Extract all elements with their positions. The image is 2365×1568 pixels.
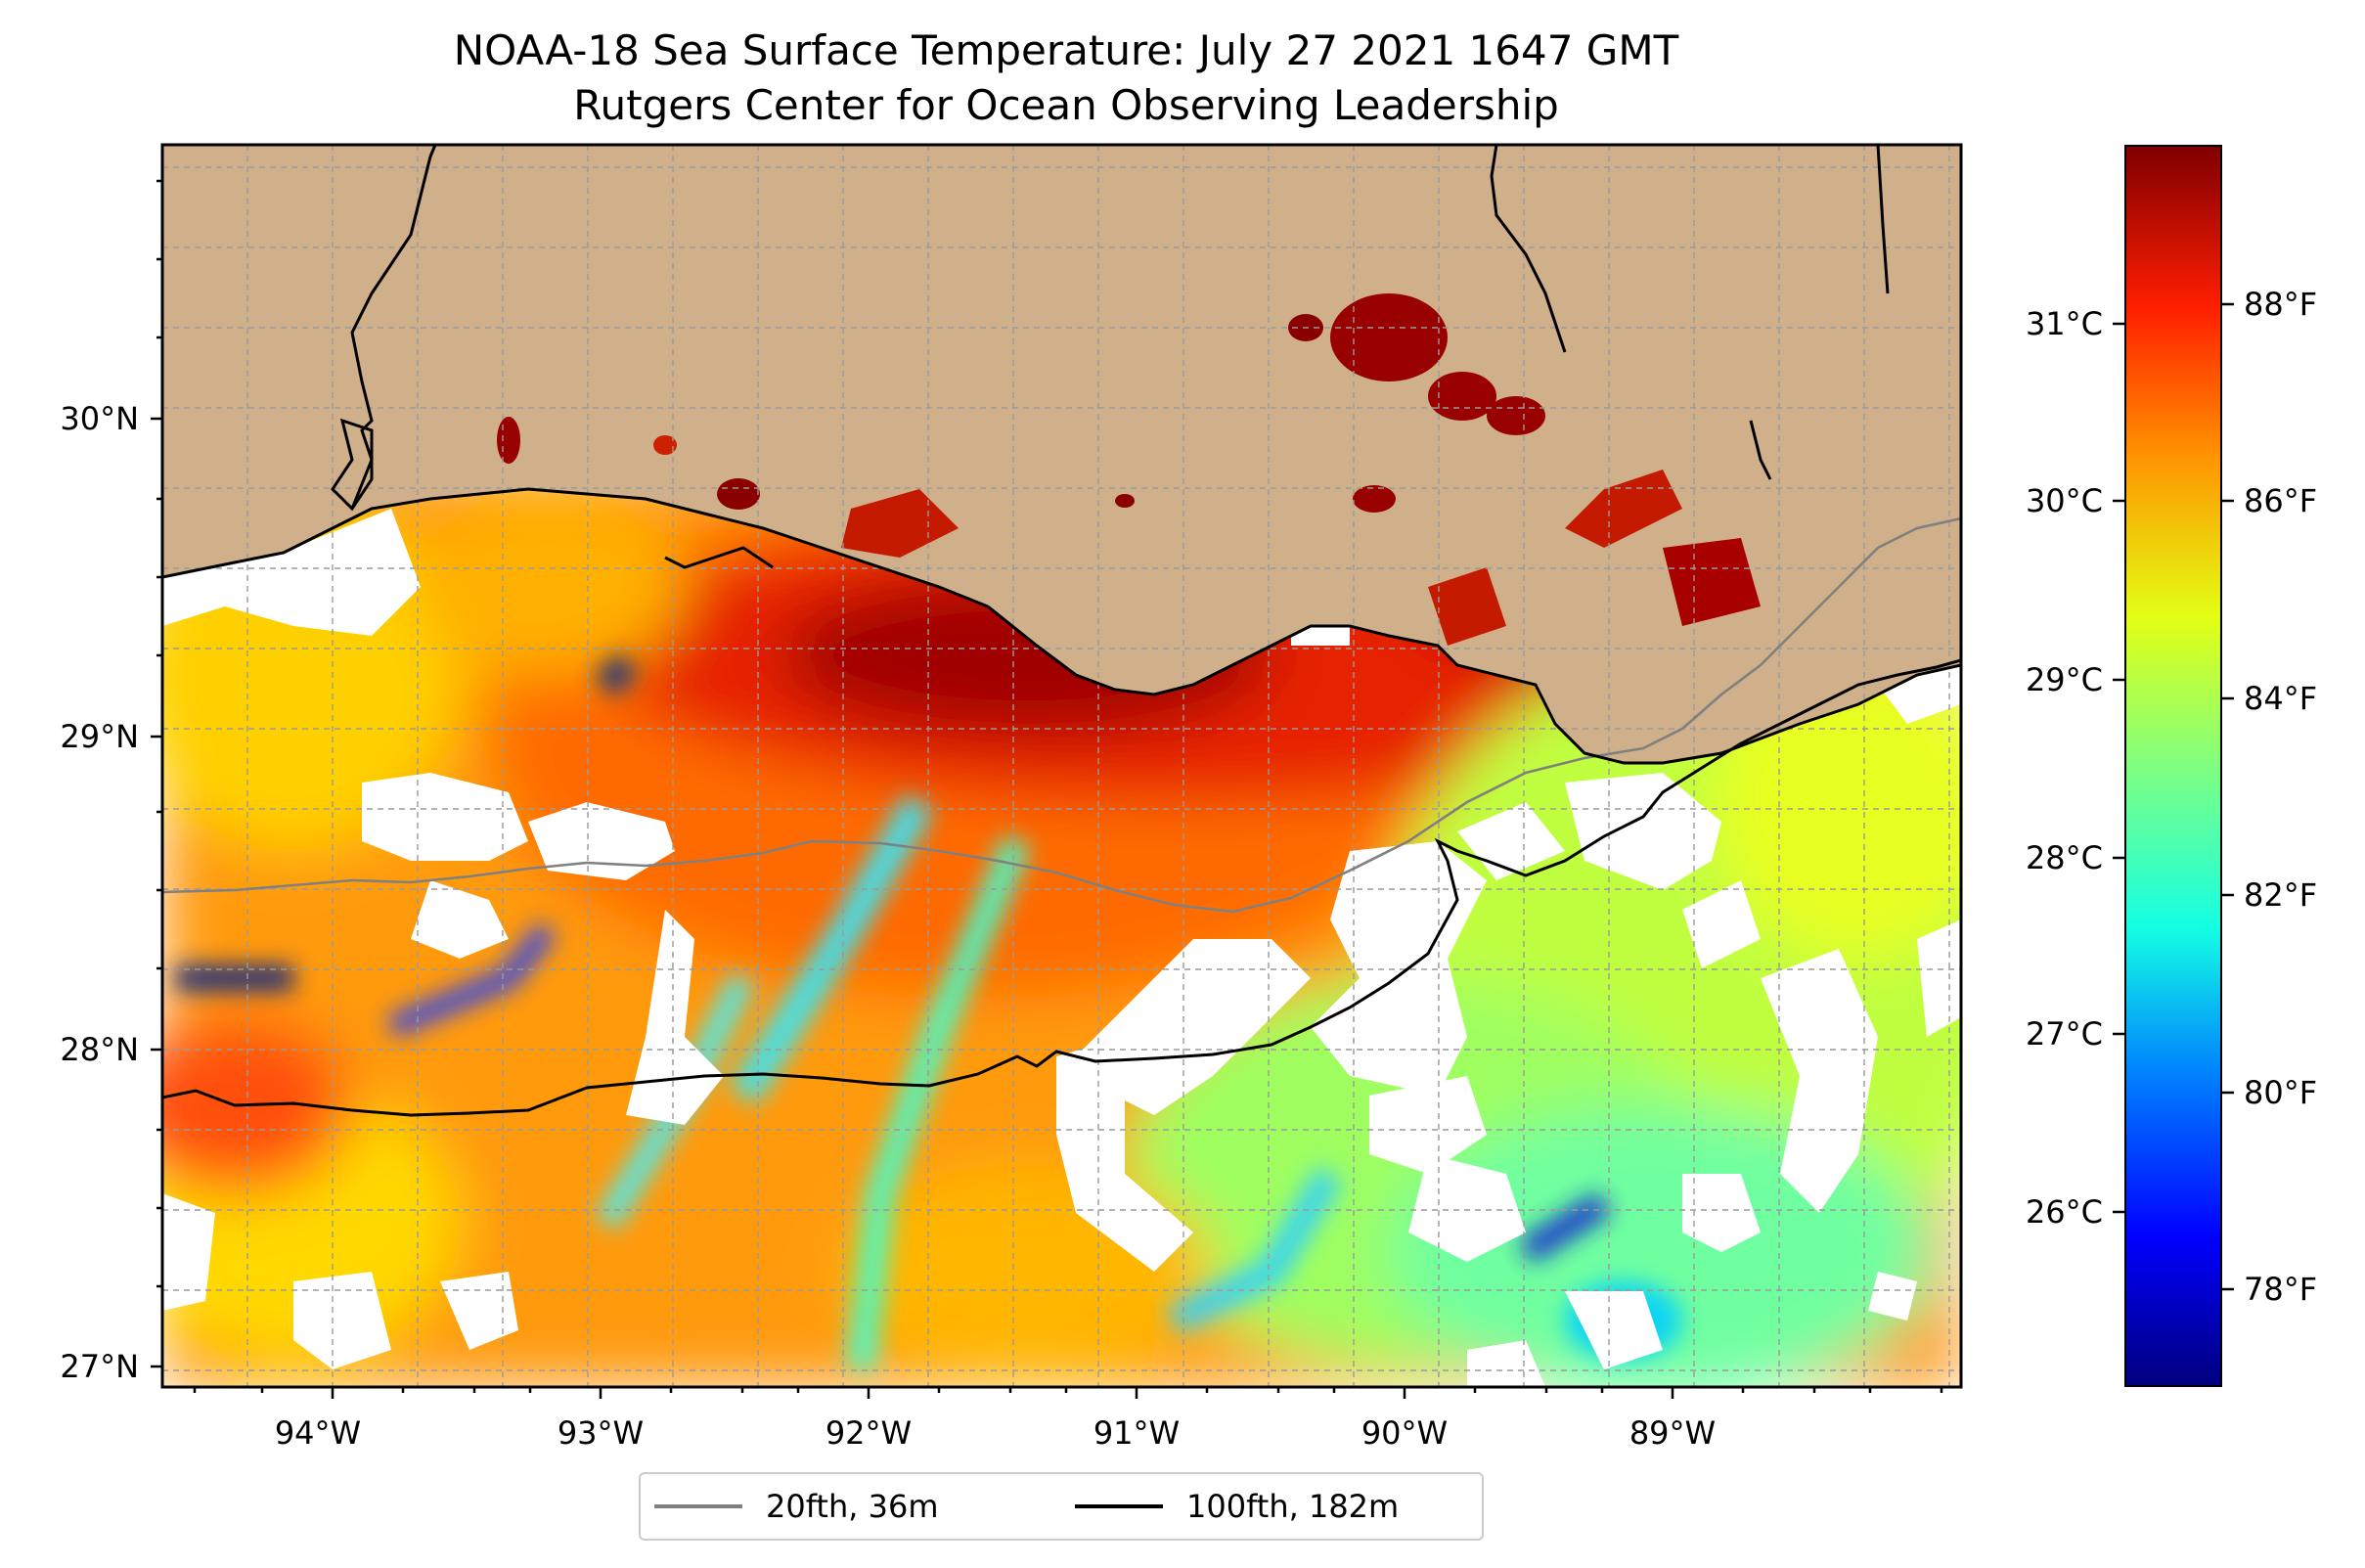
colorbar-label-28c: 28°C [2026, 839, 2103, 876]
colorbar-label-88f: 88°F [2244, 286, 2317, 323]
colorbar-label-82f: 82°F [2244, 876, 2317, 914]
lat-label-28n: 28°N [60, 1031, 139, 1068]
lat-label-27n: 27°N [60, 1348, 139, 1385]
colorbar-label-30c: 30°C [2026, 482, 2103, 519]
colorbar-fahrenheit-axis: 88°F 86°F 84°F 82°F 80°F 78°F [2222, 286, 2317, 1308]
lat-label-30n: 30°N [60, 400, 139, 437]
isobath-20fth [162, 516, 1961, 914]
cloud-mask [162, 411, 1961, 1387]
lon-tick-labels: 94°W 93°W 92°W 91°W 90°W 89°W [275, 1414, 1716, 1452]
lon-label-94w: 94°W [275, 1414, 361, 1452]
legend-swatch-20fth [654, 1504, 742, 1508]
coastline-and-borders [162, 145, 1961, 765]
lon-label-93w: 93°W [558, 1414, 644, 1452]
temperature-colorbar [2124, 145, 2222, 1387]
lon-label-91w: 91°W [1093, 1414, 1180, 1452]
legend-label-20fth: 20fth, 36m [766, 1488, 939, 1525]
lon-ticks [193, 1387, 1943, 1399]
legend-item-20fth: 20fth, 36m [654, 1474, 938, 1539]
map-plot-area [162, 145, 1961, 1387]
colorbar-label-78f: 78°F [2244, 1271, 2317, 1308]
colorbar-celsius-axis: 31°C 30°C 29°C 28°C 27°C 26°C [2026, 305, 2124, 1231]
coastal-warm-patches [497, 293, 1761, 646]
title-line-2: Rutgers Center for Ocean Observing Leade… [573, 81, 1559, 129]
legend-item-100fth: 100fth, 182m [1075, 1474, 1399, 1539]
colorbar-label-31c: 31°C [2026, 305, 2103, 342]
isobath-100fth [162, 658, 1961, 1117]
lon-label-90w: 90°W [1361, 1414, 1448, 1452]
figure-title: NOAA-18 Sea Surface Temperature: July 27… [156, 23, 1976, 133]
colorbar-label-84f: 84°F [2244, 680, 2317, 717]
land-mass [162, 145, 1961, 763]
colorbar-label-26c: 26°C [2026, 1193, 2103, 1231]
colorbar-label-80f: 80°F [2244, 1074, 2317, 1111]
colorbar-label-27c: 27°C [2026, 1015, 2103, 1053]
legend: 20fth, 36m 100fth, 182m [639, 1472, 1484, 1541]
title-line-1: NOAA-18 Sea Surface Temperature: July 27… [453, 26, 1679, 74]
lon-label-89w: 89°W [1629, 1414, 1716, 1452]
legend-label-100fth: 100fth, 182m [1186, 1488, 1400, 1525]
lat-label-29n: 29°N [60, 718, 139, 755]
lat-ticks [151, 179, 162, 1368]
lat-tick-labels: 27°N 28°N 29°N 30°N [60, 400, 139, 1385]
colorbar-label-86f: 86°F [2244, 482, 2317, 519]
colorbar-label-29c: 29°C [2026, 661, 2103, 698]
map-frame [160, 143, 1963, 1389]
legend-swatch-100fth [1075, 1504, 1163, 1508]
lon-label-92w: 92°W [826, 1414, 912, 1452]
